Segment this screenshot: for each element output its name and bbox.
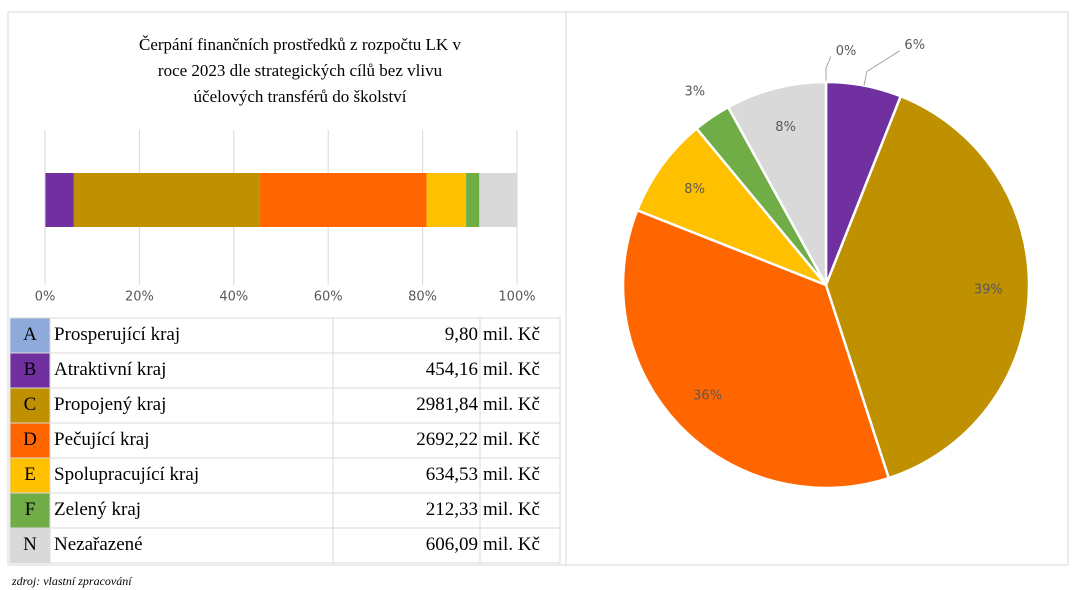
data-label: 36% [693,389,722,404]
table-key: F [25,499,36,520]
pie-slice [726,80,828,286]
data-label: 6% [904,38,925,53]
table-unit: mil. Kč [483,534,540,555]
table-value: 2692,22 [416,429,478,450]
table-key-cell [10,423,50,458]
title-line: Čerpání finančních prostředků z rozpočtu… [139,35,461,54]
table-key: D [23,429,37,450]
bar-segment [73,173,260,227]
table-key: N [23,534,37,555]
table-key-cell [10,458,50,493]
bar-segment [426,173,467,227]
table-name: Pečující kraj [54,429,150,450]
source-note: zdroj: vlastní zpracování [11,574,133,588]
table-key-cell [10,353,50,388]
x-tick-label: 0% [35,290,56,305]
table-value: 212,33 [426,499,478,520]
bar-segment [466,173,480,227]
table-value: 454,16 [426,359,478,380]
table-value: 606,09 [426,534,478,555]
bar-segment [259,173,427,227]
table-name: Propojený kraj [54,394,166,415]
table-name: Prosperující kraj [54,324,180,345]
data-label: 8% [775,120,796,135]
x-tick-label: 80% [408,290,437,305]
table-value: 634,53 [426,464,478,485]
pie-slice [824,94,1031,480]
table-name: Atraktivní kraj [54,359,166,380]
table-unit: mil. Kč [483,324,540,345]
title-line: účelových transférů do školství [194,87,407,106]
pie-slice [635,126,827,287]
table-unit: mil. Kč [483,464,540,485]
data-label: 3% [684,84,705,99]
table-name: Nezařazené [54,534,143,555]
pie-slice [621,208,891,490]
data-label: 0% [836,44,857,59]
table-key-cell [10,388,50,423]
leader-line [863,50,901,86]
x-tick-label: 40% [219,290,248,305]
bar-segment [45,173,46,227]
data-label: 39% [974,283,1003,298]
table-key-cell [10,528,50,563]
table-value: 2981,84 [416,394,478,415]
x-tick-label: 60% [314,290,343,305]
table-unit: mil. Kč [483,359,540,380]
table-unit: mil. Kč [483,429,540,450]
table-name: Spolupracující kraj [54,464,199,485]
table-key-cell [10,318,50,353]
table-key: B [24,359,37,380]
table-unit: mil. Kč [483,394,540,415]
table-name: Zelený kraj [54,499,141,520]
table-key: E [24,464,36,485]
x-tick-label: 100% [498,290,535,305]
x-tick-label: 20% [125,290,154,305]
data-label: 8% [684,182,705,197]
table-key-cell [10,493,50,528]
table-unit: mil. Kč [483,499,540,520]
table-value: 9,80 [445,324,478,345]
table-cell [479,527,561,564]
table-key: C [24,394,37,415]
bar-segment [45,173,74,227]
table-key: A [23,324,37,345]
title-line: roce 2023 dle strategických cílů bez vli… [158,61,443,80]
leader-line [825,56,832,82]
bar-segment [479,173,517,227]
